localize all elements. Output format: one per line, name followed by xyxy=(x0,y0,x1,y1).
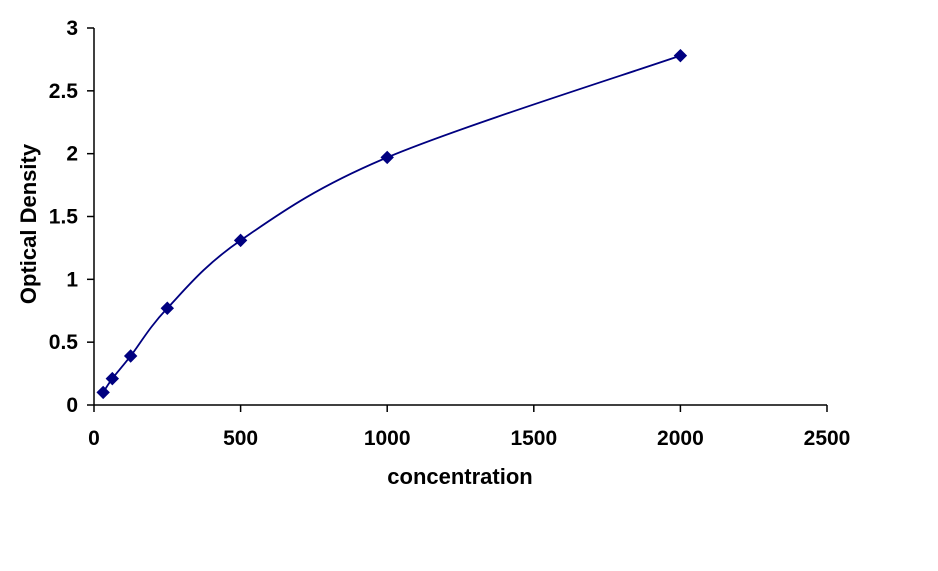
x-tick-label: 2000 xyxy=(657,427,704,450)
data-point xyxy=(96,385,110,400)
x-tick-label: 1000 xyxy=(364,427,411,450)
x-axis-title: concentration xyxy=(387,464,532,489)
y-tick-label: 1.5 xyxy=(49,206,79,229)
data-point xyxy=(380,150,394,165)
data-point xyxy=(160,301,175,315)
y-tick-label: 1 xyxy=(66,268,78,291)
series-line xyxy=(102,54,681,393)
data-point xyxy=(673,48,688,63)
y-tick-label: 2 xyxy=(66,143,78,166)
y-tick-label: 0 xyxy=(66,394,78,417)
y-axis-title: Optical Density xyxy=(16,143,41,304)
y-tick-label: 2.5 xyxy=(49,80,79,103)
data-point xyxy=(123,349,138,363)
data-point xyxy=(105,371,120,386)
y-tick-label: 3 xyxy=(66,17,78,40)
series-layer xyxy=(96,48,688,400)
y-tick-label: 0.5 xyxy=(49,331,79,354)
x-tick-label: 1500 xyxy=(510,427,557,450)
tick-labels: 0 0.5 1 1.5 2 2.5 3 0 500 1000 1500 2000 2500 xyxy=(49,17,851,450)
data-point xyxy=(233,233,248,248)
x-tick-label: 2500 xyxy=(804,427,851,450)
x-tick-label: 0 xyxy=(88,427,100,450)
x-tick-label: 500 xyxy=(223,427,258,450)
axes xyxy=(87,27,828,412)
